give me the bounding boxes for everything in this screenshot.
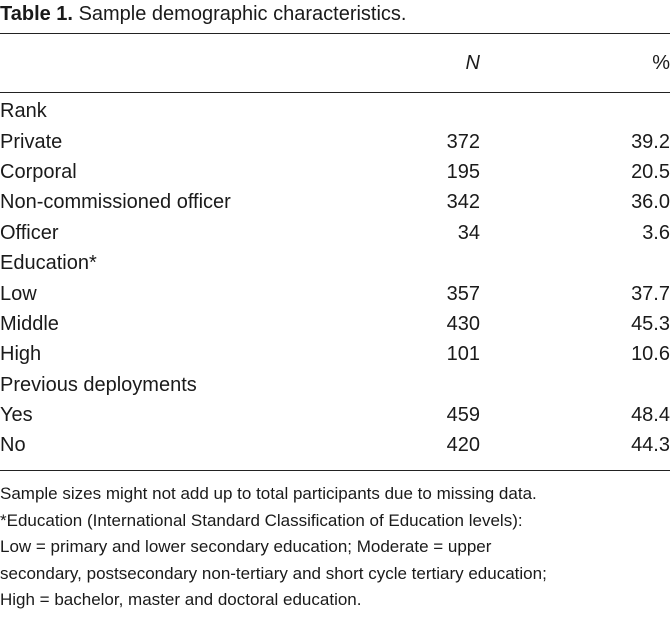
table-row: Low 357 37.7 [0,278,670,308]
group-row-rank: Rank [0,92,670,126]
row-n: 420 [446,434,480,457]
row-n: 459 [446,404,480,427]
table-number: Table 1. [0,3,73,25]
table-row: Corporal 195 20.5 [0,157,670,187]
row-n: 342 [446,191,480,214]
row-label: Officer [0,221,59,244]
bottom-rule [0,470,670,471]
row-percent: 37.7 [631,282,670,305]
header-percent: % [652,51,670,74]
row-percent [480,92,670,126]
note-line: High = bachelor, master and doctoral edu… [0,590,362,609]
table-row: Middle 430 45.3 [0,309,670,339]
table-title: Sample demographic characteristics. [78,3,407,25]
row-label: High [0,343,42,366]
row-percent: 48.4 [631,404,670,427]
table-row: No 420 44.3 [0,430,670,460]
row-n: 430 [446,312,480,335]
row-percent: 39.2 [631,130,670,153]
row-label: No [0,434,26,457]
row-label: Non-commissioned officer [0,191,231,214]
row-percent [480,248,670,278]
row-label: Private [0,130,63,153]
demographics-table: N % Rank Private 372 39.2 Corporal 195 2… [0,33,670,461]
table-row: Officer 34 3.6 [0,218,670,248]
table-row: Private 372 39.2 [0,126,670,156]
row-label: Previous deployments [0,373,197,396]
row-percent: 3.6 [642,221,670,244]
table-notes: Sample sizes might not add up to total p… [0,481,670,614]
row-percent [480,370,670,400]
row-n [380,370,480,400]
row-n: 34 [457,221,480,244]
top-rule [0,33,670,34]
row-percent: 20.5 [631,160,670,183]
row-label: Corporal [0,160,77,183]
table-body: Rank Private 372 39.2 Corporal 195 20.5 … [0,92,670,461]
table-caption: Table 1. Sample demographic characterist… [0,0,406,32]
header-row: N % [0,33,670,92]
row-percent: 10.6 [631,343,670,366]
row-n [380,92,480,126]
note-line: *Education (International Standard Class… [0,510,523,530]
row-n: 101 [446,343,480,366]
row-label: Rank [0,100,47,123]
table-row: High 101 10.6 [0,339,670,369]
row-percent: 45.3 [631,312,670,335]
table-row: Yes 459 48.4 [0,400,670,430]
row-n [380,248,480,278]
table-row: Non-commissioned officer 342 36.0 [0,187,670,217]
row-label: Middle [0,312,59,335]
row-percent: 36.0 [631,191,670,214]
header-rule [0,92,670,93]
group-row-education: Education* [0,248,670,278]
row-label: Low [0,282,37,305]
note-line: Low = primary and lower secondary educat… [0,537,492,556]
group-row-previous-deployments: Previous deployments [0,370,670,400]
row-percent: 44.3 [631,434,670,457]
header-n: N [465,51,480,74]
row-label: Education* [0,252,97,275]
header-label [0,33,380,92]
row-n: 357 [446,282,480,305]
table-header: N % [0,33,670,92]
row-n: 195 [446,160,480,183]
row-label: Yes [0,404,33,427]
note-line: secondary, postsecondary non-tertiary an… [0,563,547,583]
note-line: Sample sizes might not add up to total p… [0,484,537,503]
row-n: 372 [446,130,480,153]
